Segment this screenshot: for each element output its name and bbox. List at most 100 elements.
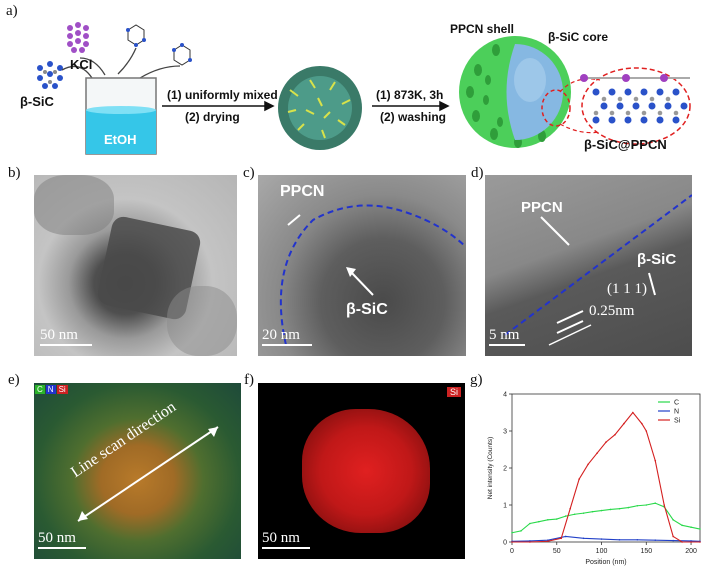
data-point-si xyxy=(587,463,589,466)
x-axis-label: Position (nm) xyxy=(585,559,626,566)
scale-label-e: 50 nm xyxy=(38,530,76,546)
data-point-si xyxy=(547,540,549,543)
panel-letter-c: c) xyxy=(243,165,255,181)
data-point-si xyxy=(511,541,513,543)
ppcn-label-c: PPCN xyxy=(280,183,325,200)
data-point-si xyxy=(569,507,571,510)
kcl-label: KCl xyxy=(70,57,93,72)
sic-label-d: β-SiC xyxy=(637,251,677,268)
data-point-n xyxy=(654,539,657,541)
scale-label-c: 20 nm xyxy=(262,327,300,343)
etoh-label: EtOH xyxy=(104,132,137,147)
scale-bar-c xyxy=(262,344,312,346)
data-point-c xyxy=(618,507,621,510)
plot-frame xyxy=(511,393,701,543)
data-point-c xyxy=(681,524,683,527)
x-tick-label: 150 xyxy=(640,548,652,555)
sic-label: β-SiC xyxy=(20,94,54,109)
panel-letter-a: a) xyxy=(6,3,18,19)
mixed-sphere-icon xyxy=(278,66,362,150)
data-point-si xyxy=(672,535,674,538)
data-point-n xyxy=(636,538,639,541)
panel-letter-f: f) xyxy=(244,372,254,388)
ppcn-label-d: PPCN xyxy=(521,199,563,216)
y-tick-label: 4 xyxy=(503,392,507,399)
shell-label: PPCN shell xyxy=(450,22,515,36)
legend-c: C xyxy=(35,385,45,394)
y-tick-label: 1 xyxy=(503,503,507,510)
data-point-si xyxy=(681,541,683,543)
step1-line2: (2) drying xyxy=(185,110,240,124)
scale-bar-b xyxy=(40,344,92,346)
data-point-c xyxy=(538,520,540,523)
data-point-c xyxy=(690,526,692,528)
legend-n: N xyxy=(45,385,56,394)
tem-image-c: PPCN β-SiC 20 nm xyxy=(258,175,466,356)
x-tick-label: 100 xyxy=(596,548,608,555)
data-point-si xyxy=(596,452,598,454)
panel-letter-e: e) xyxy=(8,372,20,388)
scale-label-d: 5 nm xyxy=(489,327,520,343)
data-point-c xyxy=(520,530,522,532)
data-point-n xyxy=(618,538,621,541)
scale-bar-e xyxy=(38,547,86,549)
data-point-si xyxy=(529,541,531,543)
data-point-c xyxy=(645,504,648,506)
data-point-si xyxy=(605,441,607,443)
x-tick-label: 200 xyxy=(685,548,697,555)
data-point-si xyxy=(578,478,580,480)
data-point-si xyxy=(663,504,665,506)
data-point-n xyxy=(582,537,585,540)
legend-label-c: C xyxy=(674,400,679,407)
plane-label-d: (1 1 1) xyxy=(607,281,647,297)
step1-line1: (1) uniformly mixed xyxy=(167,88,278,102)
data-point-c xyxy=(547,519,549,521)
line-scan-chart: 0 50 100 150 200 0 1 2 3 4 Position (nm) Net intens… xyxy=(487,392,701,566)
data-point-n xyxy=(529,540,531,542)
y-tick-label: 3 xyxy=(503,429,507,436)
data-point-c xyxy=(636,504,639,507)
panel-letter-d: d) xyxy=(471,165,484,181)
data-point-si xyxy=(632,411,634,414)
process-arrow-2 xyxy=(372,100,450,112)
series-line-n xyxy=(511,535,701,542)
legend-label-n: N xyxy=(674,409,679,416)
process-arrow-1 xyxy=(162,100,275,112)
scale-label-f: 50 nm xyxy=(262,530,300,546)
sic-label-c: β-SiC xyxy=(346,301,388,318)
y-tick-label: 2 xyxy=(503,466,507,473)
data-point-si xyxy=(654,459,657,462)
series-line-c xyxy=(511,502,701,534)
data-point-si xyxy=(641,422,643,425)
eds-map-f: Si 50 nm xyxy=(258,383,465,559)
sic-lattice-icon xyxy=(37,61,63,89)
x-tick-label: 50 xyxy=(553,548,561,555)
data-point-c xyxy=(609,508,612,511)
synthesis-schematic xyxy=(37,22,691,155)
element-si-label: Si xyxy=(446,387,461,397)
tem-image-d: PPCN β-SiC (1 1 1) 0.25nm 5 nm xyxy=(485,175,692,356)
beaker-icon xyxy=(85,77,157,155)
data-point-c xyxy=(654,502,657,504)
legend-label-si: Si xyxy=(674,418,681,425)
data-point-c xyxy=(573,513,576,516)
scale-label-b: 50 nm xyxy=(40,327,78,343)
data-point-c xyxy=(555,518,558,520)
core-shell-sphere-icon xyxy=(459,36,571,148)
panel-letter-g: g) xyxy=(470,372,483,388)
zoom-circle xyxy=(541,89,571,127)
lattice-zoom-icon xyxy=(580,67,691,145)
data-point-c xyxy=(511,531,513,534)
data-point-c xyxy=(529,522,531,525)
step2-line1: (1) 873K, 3h xyxy=(376,88,444,102)
spacing-label-d: 0.25nm xyxy=(589,303,635,319)
data-point-c xyxy=(582,512,585,514)
y-tick-label: 0 xyxy=(503,540,507,547)
step2-line2: (2) washing xyxy=(380,110,447,124)
data-point-si xyxy=(614,433,616,436)
data-point-si xyxy=(699,541,701,543)
data-point-si xyxy=(623,422,625,425)
data-point-n xyxy=(547,539,549,541)
panel-letter-b: b) xyxy=(8,165,21,181)
data-point-c xyxy=(627,506,630,509)
